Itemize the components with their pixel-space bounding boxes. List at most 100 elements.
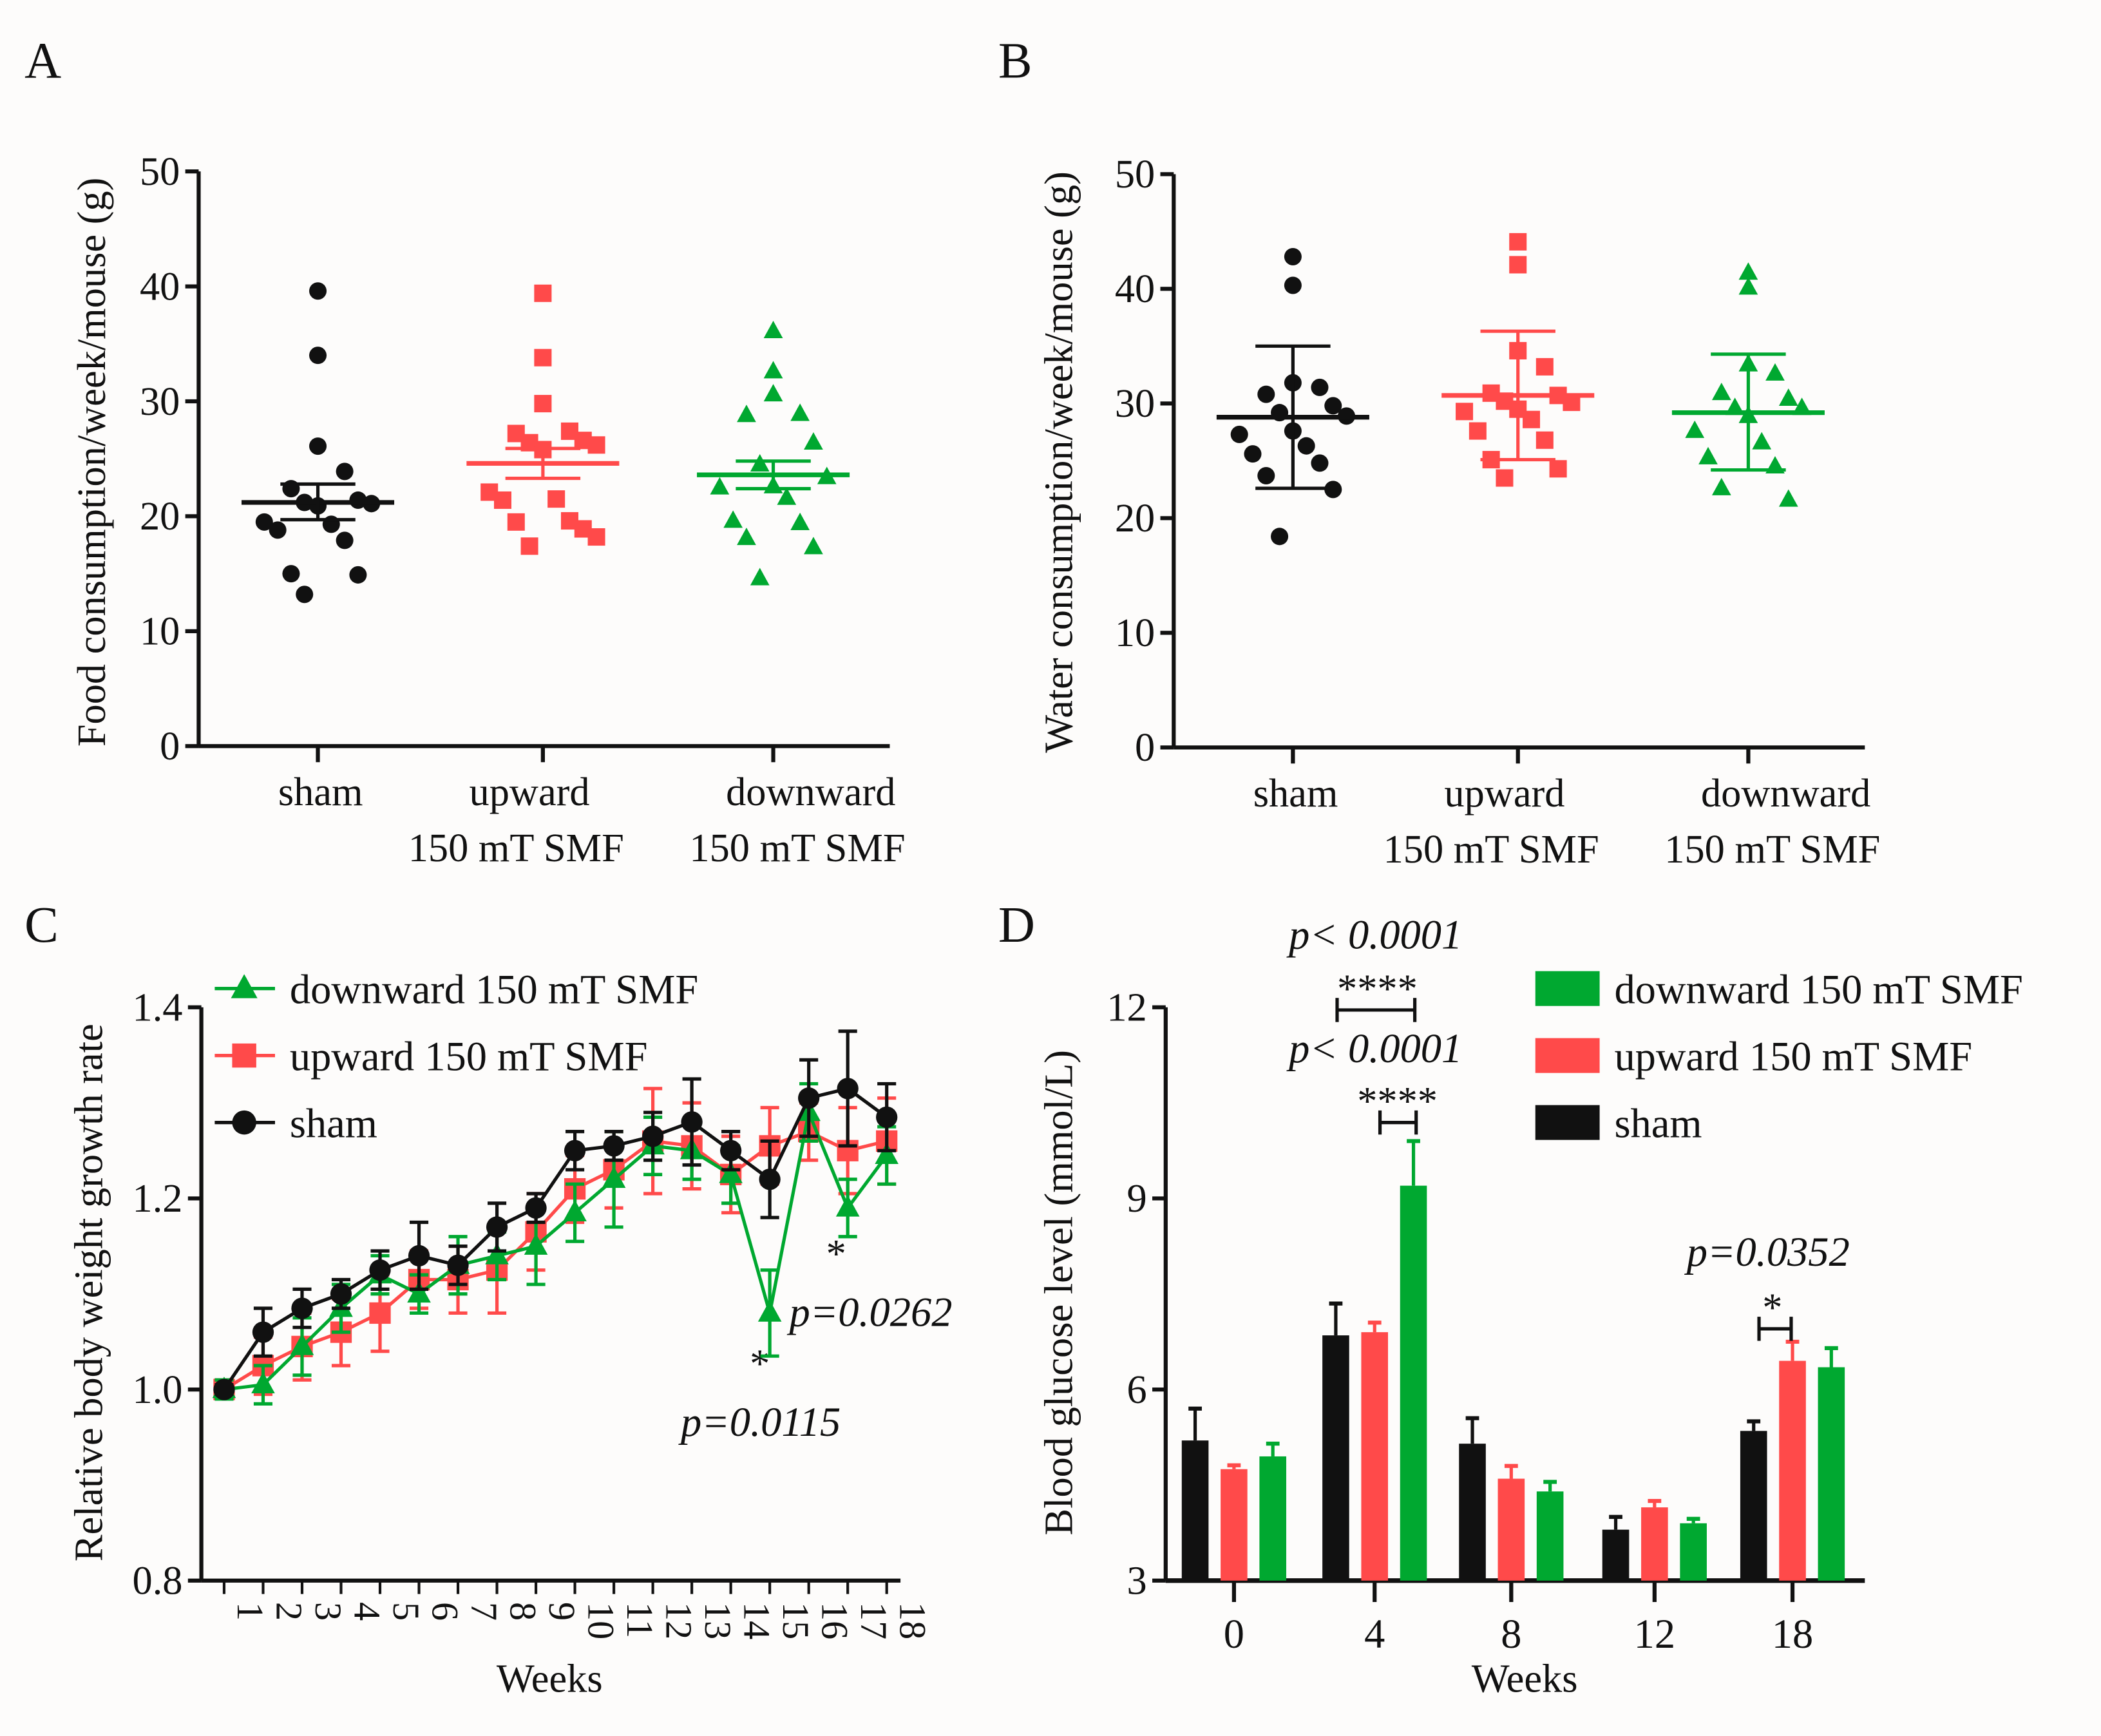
x-tick-label: upward — [470, 770, 590, 814]
data-point — [1324, 481, 1342, 499]
legend-label: sham — [1614, 1100, 1702, 1146]
p-value-annotation: p=0.0352 — [1684, 1229, 1850, 1275]
data-point-upward — [369, 1302, 391, 1324]
y-tick-label: 1.2 — [133, 1176, 183, 1221]
data-point — [534, 348, 552, 367]
x-axis-label-d: Weeks — [1472, 1656, 1578, 1701]
legend-label: downward 150 mT SMF — [1614, 967, 2022, 1013]
bar-upward — [1641, 1507, 1668, 1581]
data-point-sham — [525, 1197, 547, 1219]
data-point-sham — [681, 1111, 703, 1133]
data-point — [750, 568, 770, 586]
data-point — [1698, 446, 1718, 464]
data-point-sham — [252, 1321, 274, 1343]
legend-swatch-upward — [1535, 1038, 1600, 1073]
data-point — [1711, 477, 1731, 495]
bar-sham — [1602, 1529, 1630, 1581]
y-tick-label: 0 — [1135, 725, 1155, 770]
data-point — [1765, 363, 1785, 381]
data-point — [493, 491, 512, 509]
data-point — [1324, 397, 1342, 415]
x-tick-label: 150 mT SMF — [408, 826, 624, 870]
bar-upward — [1497, 1478, 1525, 1581]
significance-stars: **** — [1357, 1079, 1438, 1123]
y-tick-label: 40 — [1115, 267, 1155, 311]
legend-label: downward 150 mT SMF — [290, 967, 698, 1013]
y-tick-label: 40 — [140, 264, 180, 309]
data-point — [1284, 247, 1302, 266]
bar-sham — [1740, 1431, 1767, 1581]
data-point — [336, 531, 354, 549]
data-point — [737, 405, 756, 423]
data-point — [750, 453, 770, 472]
x-tick-label: 4 — [346, 1602, 388, 1621]
data-point — [1244, 445, 1262, 463]
y-tick-label: 10 — [1115, 611, 1155, 655]
data-point — [534, 395, 552, 413]
significance-stars: * — [1762, 1285, 1782, 1330]
data-point — [804, 537, 823, 555]
y-tick-label: 30 — [1115, 381, 1155, 426]
data-point-sham — [759, 1168, 781, 1190]
data-point — [1509, 233, 1527, 251]
data-point-sham — [837, 1078, 859, 1100]
data-point-downward — [290, 1333, 314, 1355]
data-point — [1496, 469, 1514, 487]
y-tick-label: 0.8 — [133, 1559, 183, 1603]
data-point — [1284, 276, 1302, 294]
x-tick-label: 1 — [229, 1602, 271, 1621]
data-point-sham — [330, 1283, 352, 1305]
data-point — [269, 521, 287, 539]
data-point-sham — [408, 1245, 430, 1267]
data-point — [1509, 256, 1527, 274]
data-point — [534, 284, 552, 302]
data-point — [737, 528, 756, 546]
bar-sham — [1322, 1335, 1349, 1581]
x-tick-label: 10 — [580, 1602, 622, 1639]
data-point-downward — [407, 1281, 431, 1303]
x-tick-label: 14 — [736, 1602, 777, 1639]
x-tick-label: 18 — [891, 1602, 933, 1639]
data-point-downward — [875, 1142, 898, 1164]
data-point-sham — [719, 1140, 742, 1161]
bar-downward — [1818, 1367, 1845, 1581]
x-tick-label: 2 — [268, 1602, 310, 1621]
bar-downward — [1400, 1185, 1427, 1581]
x-tick-label: 8 — [502, 1602, 544, 1621]
y-tick-label: 20 — [1115, 496, 1155, 540]
x-tick-label: 8 — [1501, 1611, 1521, 1657]
data-point — [710, 477, 730, 495]
panel-label-c: C — [24, 897, 59, 953]
data-point — [547, 490, 566, 508]
data-point — [309, 347, 327, 365]
p-value-annotation: p< 0.0001 — [1286, 1025, 1462, 1071]
y-tick-label: 20 — [140, 494, 180, 539]
y-axis-label-b: Water consumption/week/mouse (g) — [1036, 171, 1081, 753]
bar-upward — [1221, 1469, 1248, 1581]
y-tick-label: 50 — [140, 149, 180, 194]
x-tick-label: 150 mT SMF — [689, 826, 905, 870]
x-tick-label: 150 mT SMF — [1383, 827, 1599, 872]
legend-marker-sham — [232, 1110, 256, 1135]
data-point — [1230, 425, 1248, 443]
y-tick-label: 50 — [1115, 152, 1155, 196]
data-point — [1297, 437, 1315, 455]
data-point — [309, 282, 327, 300]
data-point — [763, 361, 783, 379]
x-tick-label: sham — [278, 770, 363, 814]
data-point-sham — [447, 1254, 469, 1276]
data-point — [763, 384, 783, 402]
data-point — [763, 320, 783, 338]
x-tick-label: 150 mT SMF — [1664, 827, 1880, 872]
y-tick-label: 9 — [1127, 1176, 1147, 1221]
data-point-sham — [603, 1135, 625, 1157]
legend-swatch-sham — [1535, 1105, 1600, 1140]
data-point — [507, 513, 525, 531]
x-tick-label: 15 — [775, 1602, 817, 1639]
data-point-downward — [563, 1199, 587, 1221]
data-point — [349, 566, 367, 584]
data-point — [1271, 528, 1289, 546]
x-tick-label: 7 — [463, 1602, 505, 1621]
data-point-downward — [485, 1243, 509, 1264]
